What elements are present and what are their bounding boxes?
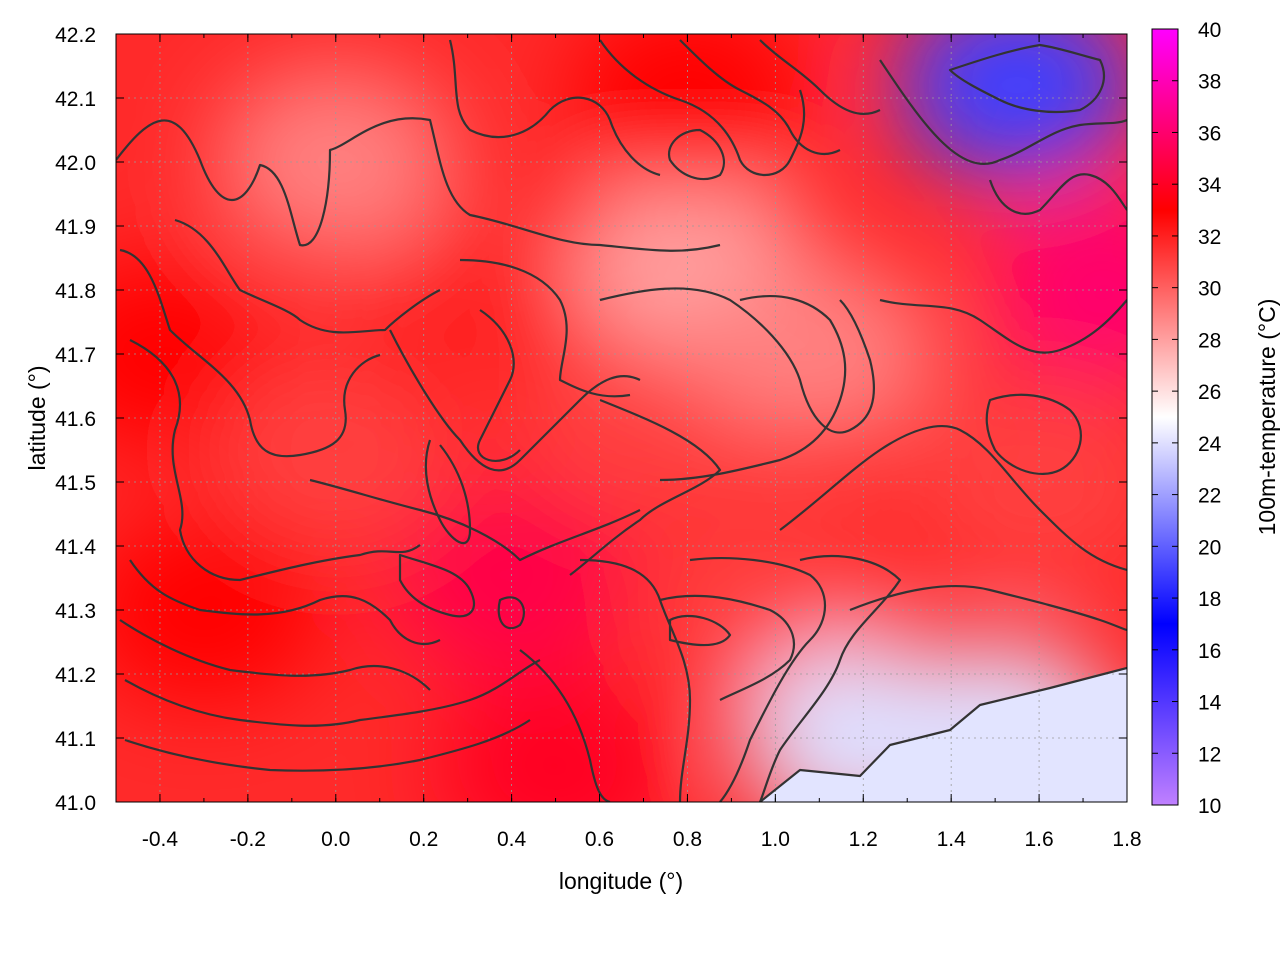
contour-line (497, 596, 526, 630)
x-tick-label: 1.2 (849, 828, 878, 851)
contour-line (985, 393, 1082, 475)
colorbar-tick-label: 30 (1198, 278, 1221, 301)
contour-line (579, 558, 692, 802)
colorbar-tick-label: 40 (1198, 19, 1221, 42)
colorbar-tick-label: 22 (1198, 485, 1221, 508)
contour-line (599, 39, 806, 176)
temperature-sample (897, 34, 1127, 181)
colorbar-gradient (1151, 28, 1179, 806)
contour-line (659, 594, 795, 701)
contour-line (659, 294, 847, 482)
contour-line (849, 585, 1127, 632)
y-axis-label: latitude (°) (24, 365, 50, 470)
temperature-sample (391, 483, 632, 673)
x-tick-label: 0.0 (321, 828, 350, 851)
colorbar-tick-label: 34 (1198, 174, 1222, 197)
contour-line (759, 666, 1127, 802)
y-tick-label: 42.2 (55, 24, 96, 47)
colorbar-tick-label: 18 (1198, 588, 1221, 611)
contour-line (519, 649, 611, 802)
x-axis-label: longitude (°) (559, 868, 683, 894)
x-tick-label: 0.2 (409, 828, 438, 851)
contour-line (879, 59, 1127, 165)
contour-line (758, 554, 902, 802)
colorbar-tick-label: 32 (1198, 226, 1221, 249)
contour-line (124, 659, 541, 727)
colorbar-tick-label: 26 (1198, 381, 1221, 404)
contour-line (759, 39, 881, 115)
x-tick-label: -0.4 (142, 828, 179, 851)
colorbar-tick-label: 20 (1198, 536, 1221, 559)
contour-line (119, 248, 381, 458)
y-tick-label: 41.4 (55, 536, 96, 559)
y-tick-label: 41.1 (55, 728, 96, 751)
colorbar-label: 100m-temperature (°C) (1254, 299, 1280, 536)
temperature-sample (985, 195, 1127, 385)
contour-line (679, 39, 841, 155)
colorbar: 10 12 14 16 18 20 22 24 26 28 30 32 34 36 38 40 100m-te… (1151, 19, 1280, 818)
contour-line (477, 309, 521, 462)
contour-line (398, 553, 475, 618)
x-tick-label: 0.4 (497, 828, 527, 851)
contour-line (689, 557, 827, 802)
colorbar-tick-label: 10 (1198, 795, 1221, 818)
contour-line (424, 439, 472, 545)
contour-line (459, 258, 631, 398)
grid-lines (116, 34, 1127, 802)
contour-line (988, 173, 1127, 215)
colorbar-tick-label: 16 (1198, 640, 1221, 663)
y-tick-label: 41.7 (55, 344, 96, 367)
colorbar-tick-label: 38 (1198, 71, 1221, 94)
contour-line (119, 619, 431, 691)
colorbar-ticks: 10 12 14 16 18 20 22 24 26 28 30 32 34 36 38 40 (1152, 19, 1222, 818)
x-tick-label: -0.2 (230, 828, 266, 851)
x-tick-label: 1.4 (937, 828, 967, 851)
contour-line (667, 128, 726, 181)
y-tick-label: 42.1 (55, 88, 96, 111)
contour-line (116, 117, 721, 252)
colorbar-tick-label: 36 (1198, 122, 1221, 145)
x-axis: -0.4 -0.2 0.0 0.2 0.4 0.6 0.8 1.0 1.2 1.4 1.6 1.8 (115, 34, 1142, 851)
colorbar-tick-label: 24 (1198, 433, 1222, 456)
contour-line (129, 559, 441, 645)
contour-line (668, 615, 732, 647)
temperature-sample (435, 675, 676, 802)
x-tick-label: 0.6 (585, 828, 614, 851)
contour-line (174, 218, 441, 334)
contour-line (879, 298, 1127, 354)
x-tick-label: 1.8 (1112, 828, 1141, 851)
y-tick-label: 41.8 (55, 280, 96, 303)
contour-line (779, 425, 1127, 572)
colorbar-tick-label: 12 (1198, 743, 1221, 766)
colorbar-tick-label: 14 (1198, 692, 1222, 715)
contour-line (599, 287, 875, 434)
x-tick-label: 0.8 (673, 828, 702, 851)
y-tick-label: 41.5 (55, 472, 96, 495)
contour-line (129, 339, 421, 582)
y-tick-label: 41.2 (55, 664, 96, 687)
y-tick-label: 42.0 (55, 152, 96, 175)
contour-line (124, 719, 531, 772)
temperature-sample (347, 227, 588, 417)
contour-line (948, 43, 1105, 114)
sea-area (760, 668, 1127, 802)
y-tick-label: 41.3 (55, 600, 96, 623)
x-tick-label: 1.0 (761, 828, 790, 851)
contour-line (389, 329, 641, 472)
temperature-field (116, 34, 1127, 802)
colorbar-tick-label: 28 (1198, 329, 1221, 352)
contour-line (448, 39, 661, 177)
y-tick-label: 41.9 (55, 216, 96, 239)
contour-line (309, 478, 641, 562)
y-tick-label: 41.0 (55, 792, 96, 815)
terrain-contours (116, 39, 1127, 802)
x-tick-label: 1.6 (1024, 828, 1053, 851)
contour-line (569, 398, 722, 576)
plot-area: -0.4 -0.2 0.0 0.2 0.4 0.6 0.8 1.0 1.2 1.4 1.6 1.8 4… (55, 24, 1142, 851)
y-axis: 41.0 41.1 41.2 41.3 41.4 41.5 41.6 41.7 41.8 41.9… (55, 24, 1127, 815)
y-tick-label: 41.6 (55, 408, 96, 431)
